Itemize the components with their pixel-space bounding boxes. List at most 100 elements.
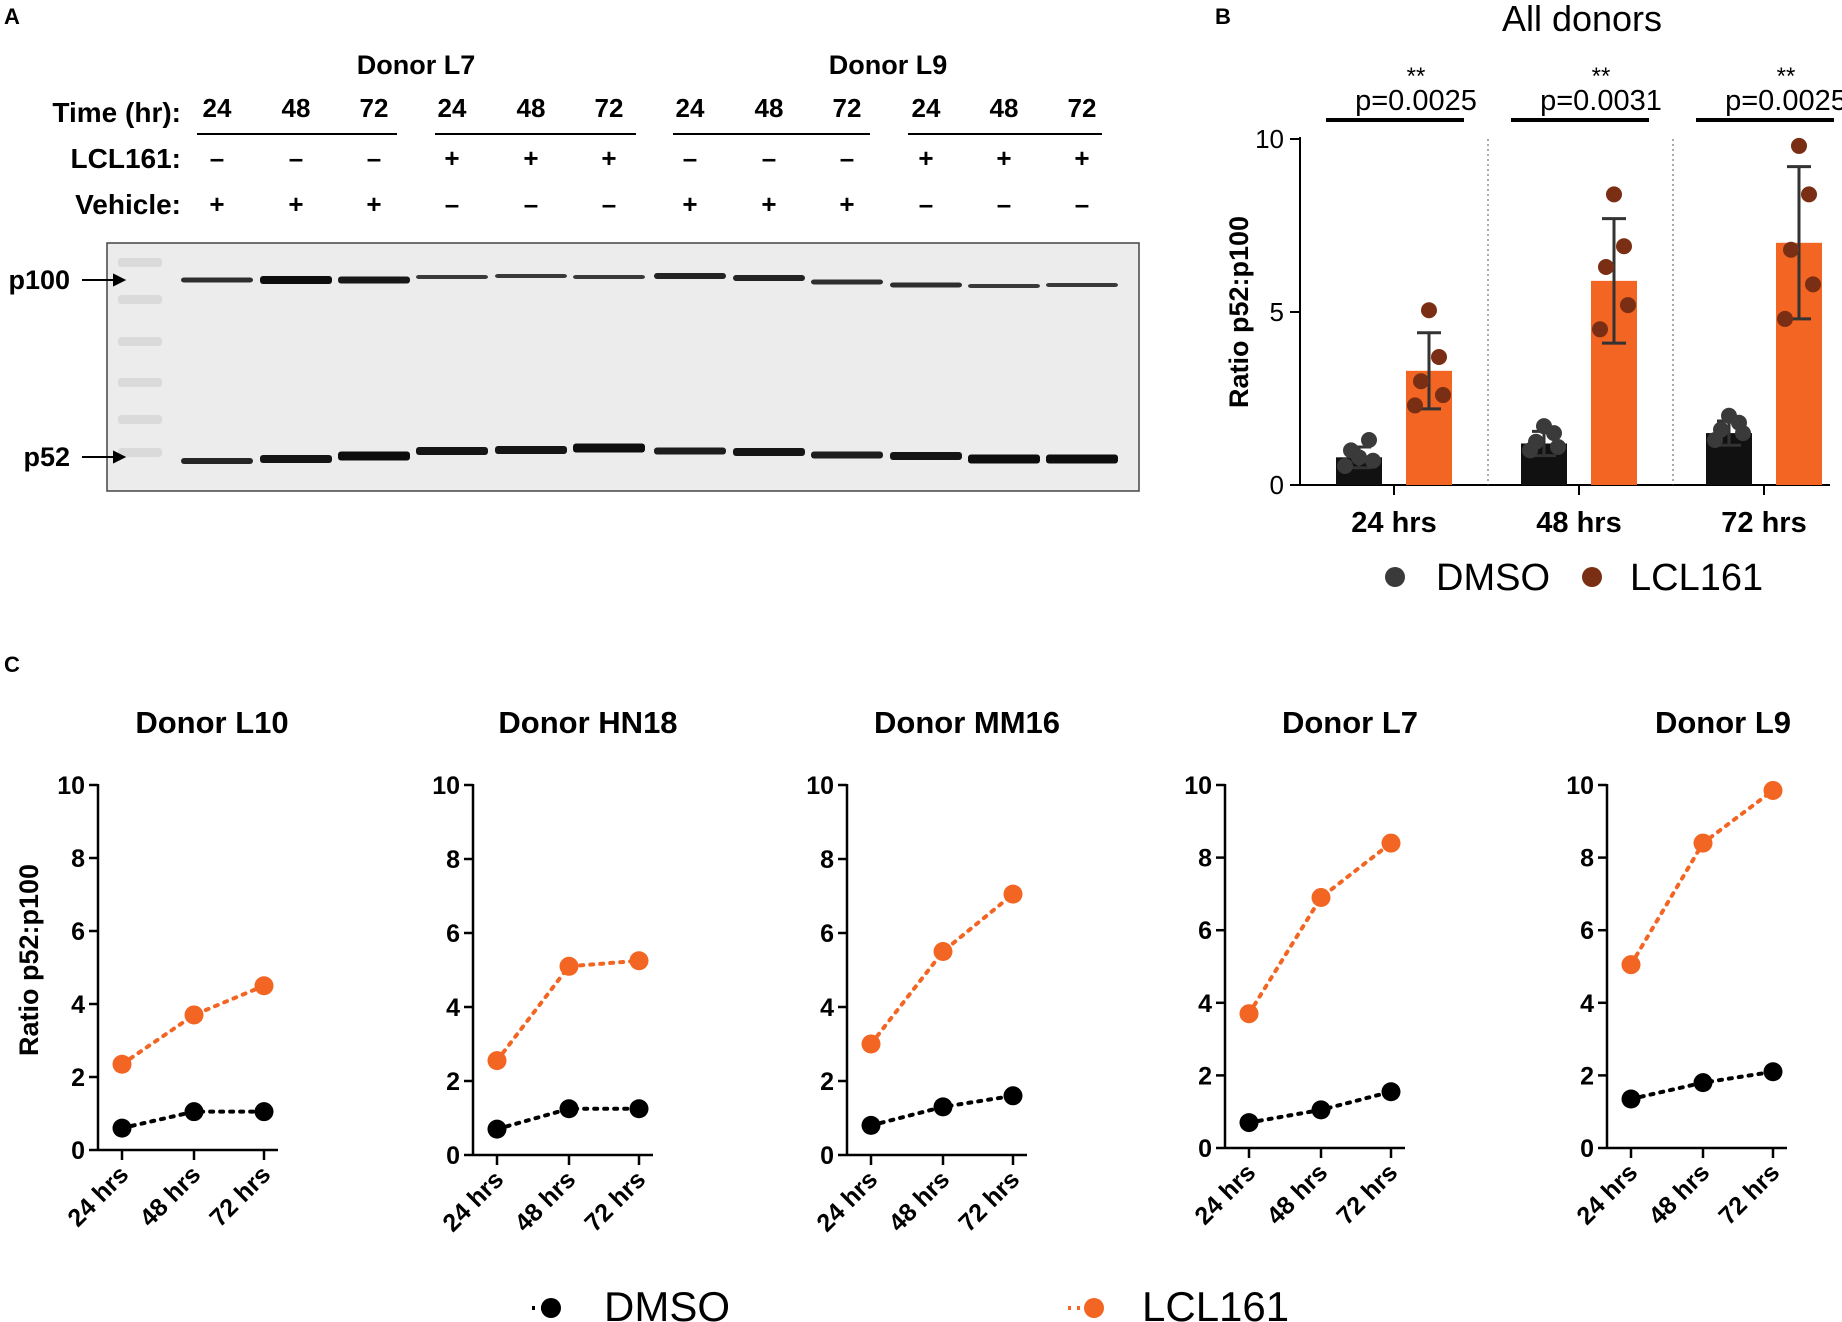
- lane-time-label: 48: [755, 93, 784, 123]
- y-tick-label: 0: [446, 1142, 460, 1170]
- p100-band: [733, 275, 805, 281]
- data-point: [1783, 241, 1799, 258]
- significance-stars: **: [1592, 63, 1611, 90]
- p100-band: [260, 276, 332, 284]
- data-point: [1413, 373, 1429, 390]
- data-point-lcl161: [487, 1051, 507, 1071]
- lane-labels: 24 – +48 – +72 – +24 + – 48 + – 72 + – 24 – +48 – +72 – +24 + –…: [203, 93, 1097, 219]
- lane-time-label: 48: [517, 93, 546, 123]
- y-tick-label: 6: [1198, 917, 1212, 945]
- data-point-dmso: [1763, 1062, 1783, 1082]
- x-tick-label: 48 hrs: [509, 1165, 581, 1237]
- lane-time-label: 24: [676, 93, 705, 123]
- x-tick-label: 48 hrs: [1643, 1158, 1715, 1230]
- lane-lcl161-sign: +: [523, 143, 538, 173]
- data-point: [1407, 397, 1423, 414]
- time-row-label: Time (hr):: [52, 97, 181, 128]
- y-tick-label: 8: [71, 845, 85, 873]
- panel-c-legend: DMSO LCL161: [532, 1283, 1289, 1322]
- y-tick-label: 4: [820, 994, 834, 1022]
- lane-lcl161-sign: +: [601, 143, 616, 173]
- p52-band: [733, 448, 805, 456]
- lane-lcl161-sign: +: [996, 143, 1011, 173]
- lane-lcl161-sign: –: [840, 143, 854, 173]
- x-tick-label: 72 hrs: [204, 1160, 276, 1232]
- data-point-dmso: [861, 1115, 881, 1135]
- p100-band: [181, 277, 253, 283]
- data-point-lcl161: [1003, 884, 1023, 904]
- p100-band: [573, 275, 645, 279]
- series-line-lcl161: [1247, 841, 1393, 1016]
- x-tick-label: 72 hrs: [953, 1165, 1025, 1237]
- x-tick-label: 48 hrs: [134, 1160, 206, 1232]
- data-point-dmso: [1693, 1073, 1713, 1093]
- series-line-lcl161: [120, 983, 266, 1067]
- data-point: [1431, 348, 1447, 365]
- series-line-lcl161: [869, 892, 1015, 1046]
- x-tick-label: 72 hrs: [579, 1165, 651, 1237]
- p100-band: [811, 279, 883, 285]
- lane-time-label: 48: [990, 93, 1019, 123]
- y-tick-label: 10: [57, 772, 85, 800]
- lane-vehicle-sign: +: [761, 189, 776, 219]
- y-tick-label: 8: [820, 846, 834, 874]
- data-point: [1421, 302, 1437, 319]
- p52-band: [338, 451, 410, 461]
- legend-lcl161-marker: [1084, 1298, 1104, 1318]
- significance-stars: **: [1407, 63, 1426, 90]
- x-tick-label: 24 hrs: [1351, 507, 1436, 539]
- donor-l7-header: Donor L7: [357, 50, 476, 80]
- lane-lcl161-sign: +: [918, 143, 933, 173]
- y-tick-label: 6: [71, 918, 85, 946]
- y-tick-label: 6: [820, 920, 834, 948]
- x-tick-label: 48 hrs: [1536, 507, 1621, 539]
- p100-band: [416, 275, 488, 279]
- data-point: [1337, 457, 1353, 474]
- p52-band: [890, 452, 962, 460]
- data-point-lcl161: [559, 956, 579, 976]
- data-point-dmso: [1311, 1100, 1331, 1120]
- gel-bands: [181, 273, 1118, 464]
- y-tick-label: 2: [1580, 1062, 1594, 1090]
- lane-vehicle-sign: –: [997, 189, 1011, 219]
- lcl161-row-label: LCL161:: [71, 143, 181, 174]
- x-tick-label: 24 hrs: [811, 1165, 883, 1237]
- data-point-dmso: [629, 1099, 649, 1119]
- x-tick-label: 24 hrs: [1571, 1158, 1643, 1230]
- data-point-lcl161: [933, 942, 953, 961]
- p100-band: [968, 284, 1040, 288]
- lane-time-label: 72: [595, 93, 624, 123]
- x-tick-label: 72 hrs: [1331, 1158, 1403, 1230]
- x-tick-label: 72 hrs: [1721, 507, 1806, 539]
- y-tick-label: 10: [432, 772, 460, 800]
- data-point: [1721, 407, 1737, 424]
- lane-vehicle-sign: –: [602, 189, 616, 219]
- y-axis-label: Ratio p52:p100: [1224, 216, 1254, 408]
- p52-arrow-head: [113, 450, 127, 464]
- data-point-dmso: [1621, 1089, 1641, 1109]
- lane-vehicle-sign: –: [919, 189, 933, 219]
- panel-a-label: A: [4, 4, 20, 29]
- y-tick-label: 0: [820, 1142, 834, 1170]
- data-point: [1528, 433, 1544, 450]
- data-point-dmso: [112, 1118, 132, 1138]
- ladder-band: [118, 337, 162, 346]
- p52-band: [968, 454, 1040, 464]
- chart-title: Donor MM16: [874, 705, 1060, 740]
- data-point-lcl161: [1763, 780, 1783, 800]
- y-axis-label: Ratio p52:p100: [14, 864, 44, 1056]
- lane-vehicle-sign: +: [682, 189, 697, 219]
- donor-l9-header: Donor L9: [829, 50, 948, 80]
- y-tick-label: 10: [1184, 772, 1212, 800]
- data-point: [1598, 259, 1614, 276]
- y-tick-label: 6: [1580, 917, 1594, 945]
- p100-band: [495, 274, 567, 278]
- data-point: [1713, 421, 1729, 438]
- data-point: [1536, 418, 1552, 435]
- y-tick-label: 4: [71, 991, 85, 1019]
- p100-band: [338, 276, 410, 284]
- ladder-band: [118, 378, 162, 387]
